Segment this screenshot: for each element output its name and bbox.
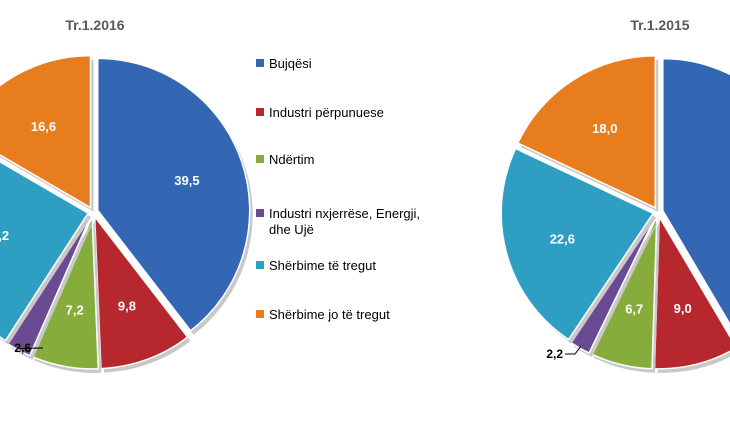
leader-line-industri-nxjerrese-energji-dhe-uje-2015 [565, 346, 582, 355]
slice-sherbime-te-tregut-2015 [500, 147, 655, 341]
data-label-industri-nxjerrese-energji-dhe-uje-2016: 2,6 [14, 341, 31, 355]
data-label-sherbime-jo-te-tregut-2015: 18,0 [592, 121, 617, 136]
pie-chart-2015: 9,0 6,7 2,2 22,6 18,0 [500, 55, 730, 373]
slice-bujqesi-2016 [96, 57, 251, 332]
legend-label-sherbime-jo-te-tregut: Shërbime jo të tregut [269, 307, 390, 322]
data-label-ndertim-2015: 6,7 [625, 301, 643, 316]
data-label-industri-nxjerrese-energji-dhe-uje-2015: 2,2 [546, 347, 563, 361]
chart-title-2015: Tr.1.2015 [630, 17, 689, 33]
legend-label-industri-perpunuese: Industri përpunuese [269, 105, 384, 120]
legend-label-ndertim: Ndërtim [269, 152, 315, 167]
legend-swatch-industri-perpunuese [256, 108, 264, 116]
legend-label-bujqesi: Bujqësi [269, 56, 312, 71]
legend-swatch-sherbime-te-tregut [256, 261, 264, 269]
legend: Bujqësi Industri përpunuese Ndërtim Industr… [256, 56, 420, 322]
data-label-sherbime-te-tregut-2015: 22,6 [550, 231, 575, 246]
legend-label-industri-nxjerrese-energji: Industri nxjerrëse, Energji, [269, 206, 420, 221]
data-label-sherbime-te-tregut-2016: 24,2 [0, 228, 9, 243]
legend-swatch-sherbime-jo-te-tregut [256, 310, 264, 318]
chart-title-2016: Tr.1.2016 [65, 17, 124, 33]
slice-industri-perpunuese-2016 [93, 214, 189, 370]
slice-bujqesi-2015 [662, 57, 730, 326]
legend-swatch-ndertim [256, 155, 264, 163]
legend-swatch-bujqesi [256, 59, 264, 67]
data-label-ndertim-2016: 7,2 [66, 303, 84, 318]
data-label-sherbime-jo-te-tregut-2016: 16,6 [31, 119, 56, 134]
slice-sherbime-jo-te-tregut-2016 [0, 54, 92, 209]
data-label-industri-perpunuese-2016: 9,8 [118, 298, 136, 313]
legend-swatch-industri-nxjerrese-energji [256, 209, 264, 217]
data-label-bujqesi-2016: 39,5 [174, 173, 199, 188]
legend-label-industri-nxjerrese-energji-line-2: dhe Ujë [269, 222, 314, 237]
data-label-industri-perpunuese-2015: 9,0 [674, 301, 692, 316]
legend-label-sherbime-te-tregut: Shërbime të tregut [269, 258, 376, 273]
slice-sherbime-jo-te-tregut-2015 [516, 55, 657, 209]
pie-chart-2016: 39,5 9,8 7,2 2,6 24,2 16,6 [0, 54, 253, 373]
slice-sherbime-te-tregut-2016 [0, 161, 90, 342]
slice-industri-perpunuese-2015 [653, 214, 730, 370]
